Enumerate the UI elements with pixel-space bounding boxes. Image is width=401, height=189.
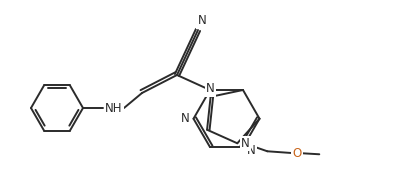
Text: N: N <box>181 112 189 125</box>
Text: N: N <box>240 137 249 150</box>
Text: N: N <box>246 144 255 157</box>
Text: NH: NH <box>105 101 122 115</box>
Text: N: N <box>206 82 215 95</box>
Text: O: O <box>292 147 301 160</box>
Text: N: N <box>197 15 206 28</box>
